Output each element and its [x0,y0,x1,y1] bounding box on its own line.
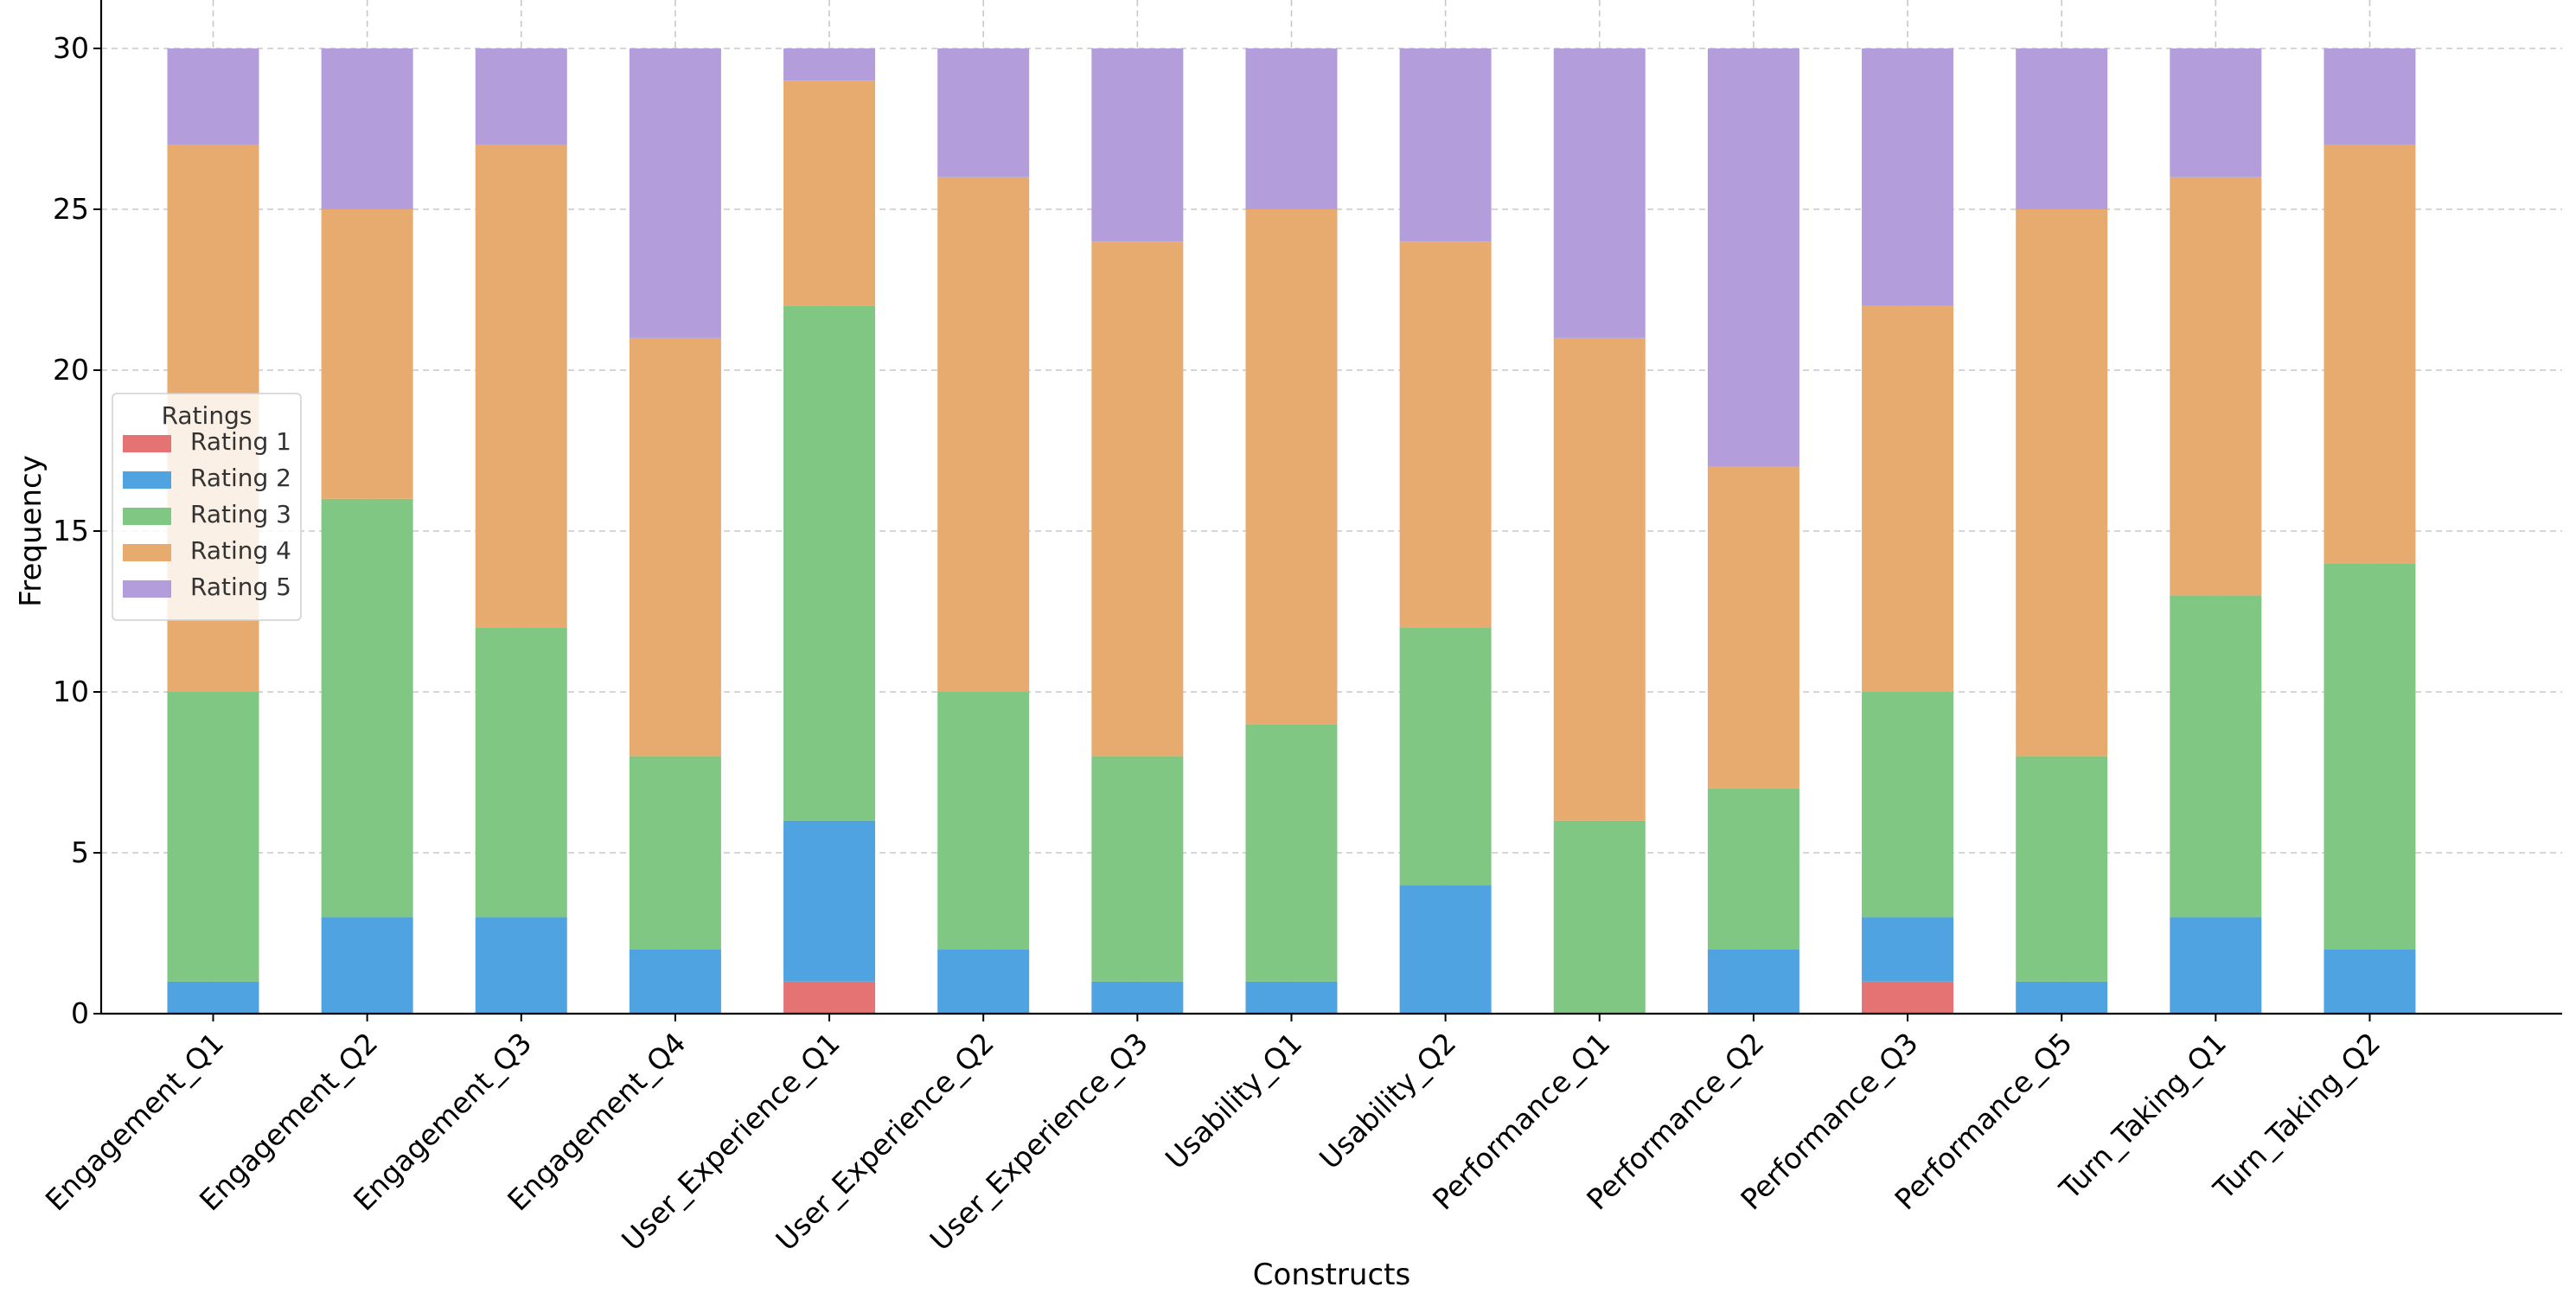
y-tick-label: 5 [71,835,89,869]
bar-segment-rating-4 [1245,209,1338,725]
y-axis-title: Frequency [14,455,48,607]
bar-segment-rating-2 [1707,949,1799,1014]
bar-segment-rating-3 [2016,756,2108,982]
bar-segment-rating-2 [1245,981,1338,1014]
legend-swatch-rating-1 [123,435,171,452]
bar-segment-rating-5 [1091,48,1184,242]
bar-segment-rating-5 [1399,48,1492,242]
legend-swatch-rating-5 [123,580,171,598]
bar-segment-rating-4 [1399,241,1492,628]
bar-segment-rating-3 [321,498,413,918]
bar-segment-rating-5 [2324,48,2416,145]
bar-segment-rating-4 [1553,337,1646,821]
bar-segment-rating-2 [1862,917,1954,982]
bar-segment-rating-3 [1399,627,1492,886]
bar-segment-rating-4 [321,209,413,499]
bar-segment-rating-5 [1707,48,1799,467]
y-tick-label: 20 [53,353,89,387]
bar-segment-rating-2 [475,917,567,1014]
bar-segment-rating-3 [1091,756,1184,982]
legend-label-rating-2: Rating 2 [190,464,291,492]
bar-segment-rating-4 [1091,241,1184,757]
x-tick-label: Usability_Q1 [1159,1026,1308,1175]
y-tick-label: 10 [53,675,89,708]
bar-segment-rating-3 [1245,724,1338,982]
bar-segment-rating-3 [167,692,259,982]
bar-segment-rating-5 [321,48,413,209]
legend-swatch-rating-3 [123,508,171,525]
bar-segment-rating-5 [1245,48,1338,209]
bar-segment-rating-2 [1399,885,1492,1014]
legend-label-rating-4: Rating 4 [190,536,291,565]
bar-segment-rating-5 [937,48,1030,177]
bar-segment-rating-3 [475,627,567,918]
legend-label-rating-1: Rating 1 [190,427,291,456]
bar-segment-rating-2 [2170,917,2262,1014]
x-axis-title: Constructs [1253,1258,1410,1292]
legend-swatch-rating-2 [123,471,171,489]
bar-segment-rating-3 [629,756,721,950]
legend-swatch-rating-4 [123,544,171,561]
legend-title: Ratings [162,401,252,430]
bar-segment-rating-5 [1553,48,1646,338]
bar-segment-rating-3 [937,692,1030,950]
bar-segment-rating-5 [2016,48,2108,209]
x-tick-label: Turn_Taking_Q2 [2207,1026,2387,1207]
legend: Ratings Rating 1 Rating 2 Rating 3 Rating 4… [112,393,302,621]
bar-segment-rating-3 [1553,820,1646,1014]
bar-segment-rating-1 [783,981,876,1014]
bar-segment-rating-5 [1862,48,1954,306]
bar-segment-rating-4 [2324,144,2416,564]
bar-segment-rating-2 [2016,981,2108,1014]
bar-segment-rating-4 [1707,466,1799,789]
y-tick-label: 30 [53,31,89,65]
bar-segment-rating-5 [475,48,567,145]
bar-segment-rating-2 [629,949,721,1014]
bar-segment-rating-4 [2016,209,2108,757]
bar-segment-rating-2 [2324,949,2416,1014]
bar-segment-rating-2 [321,917,413,1014]
bar-segment-rating-1 [1862,981,1954,1014]
bar-segment-rating-5 [167,48,259,145]
bar-segment-rating-4 [937,176,1030,693]
legend-label-rating-5: Rating 5 [190,573,291,601]
bar-segment-rating-3 [2324,563,2416,950]
bar-segment-rating-2 [1091,981,1184,1014]
bar-segment-rating-5 [2170,48,2262,177]
y-tick-label: 15 [53,514,89,547]
legend-label-rating-3: Rating 3 [190,500,291,528]
bar-segment-rating-2 [937,949,1030,1014]
bar-segment-rating-5 [783,48,876,81]
bar-segment-rating-3 [783,305,876,821]
y-tick-label: 0 [71,996,89,1030]
x-tick-label: Turn_Taking_Q1 [2052,1026,2233,1207]
bar-segment-rating-3 [1862,692,1954,918]
bar-segment-rating-3 [1707,788,1799,950]
bar-segment-rating-4 [475,144,567,628]
bar-segment-rating-5 [629,48,721,338]
bar-segment-rating-4 [2170,176,2262,596]
bar-segment-rating-4 [1862,305,1954,692]
x-tick-label: Usability_Q2 [1313,1026,1462,1175]
bar-segment-rating-2 [783,820,876,982]
bar-segment-rating-4 [629,337,721,757]
bar-segment-rating-3 [2170,595,2262,918]
bar-segment-rating-2 [167,981,259,1014]
bar-segment-rating-4 [783,80,876,306]
bars-layer [167,48,2416,1014]
y-tick-label: 25 [53,192,89,226]
